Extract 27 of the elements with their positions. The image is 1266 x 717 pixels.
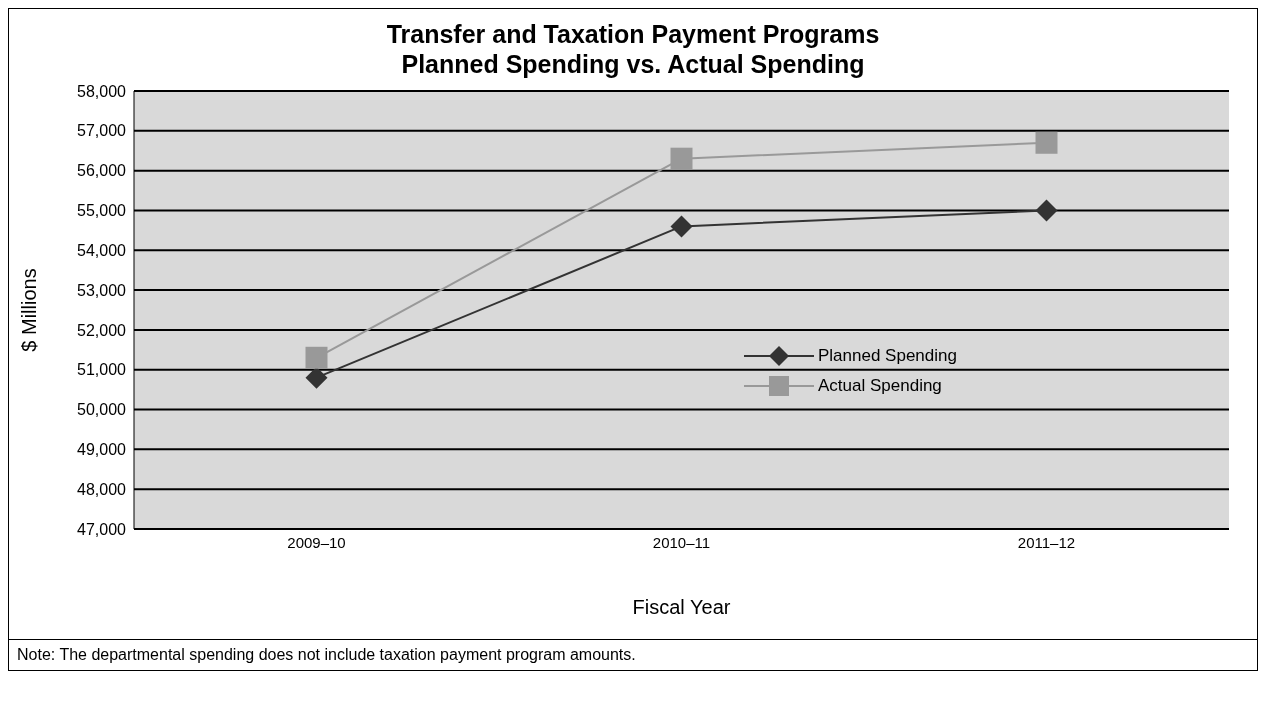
y-tick-label: 52,000: [77, 321, 127, 339]
point: [670, 215, 693, 238]
legend-label: Planned Spending: [818, 346, 957, 366]
point: [1035, 131, 1058, 154]
legend-label: Actual Spending: [818, 376, 942, 396]
x-tick-label: 2009–10: [287, 533, 346, 551]
point: [1035, 199, 1058, 222]
y-tick-label: 48,000: [77, 480, 127, 498]
y-tick-label: 50,000: [77, 401, 127, 419]
point: [670, 147, 693, 170]
x-axis-title: Fiscal Year: [632, 596, 731, 618]
text: Note: The departmental spending does not include taxation payment program amounts.: [9, 639, 1257, 670]
x-tick-label: 2010–11: [652, 533, 711, 551]
y-tick-label: 47,000: [77, 520, 127, 538]
y-tick-label: 51,000: [77, 361, 127, 379]
y-tick-label: 54,000: [77, 241, 127, 259]
y-tick-label: 56,000: [77, 162, 127, 180]
point: [305, 346, 328, 369]
x-tick-label: 2011–12: [1017, 533, 1076, 551]
y-tick-label: 53,000: [77, 281, 127, 299]
y-tick-label: 49,000: [77, 441, 127, 459]
y-tick-label: 55,000: [77, 202, 127, 220]
y-axis-title: $ Millions: [18, 268, 41, 352]
point: [305, 366, 328, 389]
chart-title: Transfer and Taxation Payment Programs Planned Spending vs. Actual Spending: [385, 19, 881, 79]
y-tick-label: 58,000: [77, 82, 127, 100]
y-tick-label: 57,000: [77, 122, 127, 140]
